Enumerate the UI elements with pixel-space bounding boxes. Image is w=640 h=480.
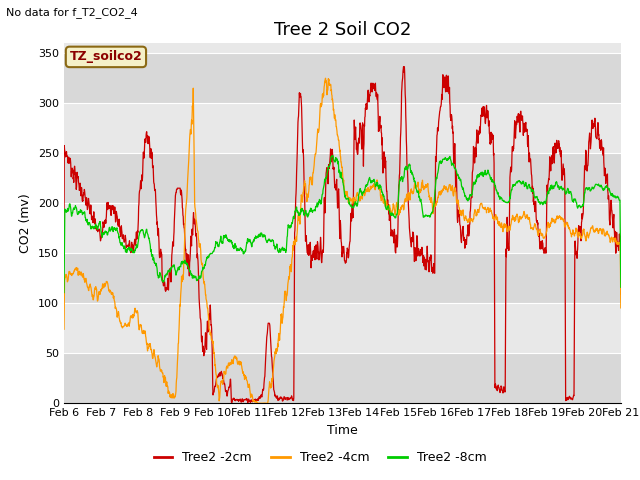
Tree2 -2cm xyxy=(400,64,408,70)
Tree2 -8cm xyxy=(499,198,506,204)
Tree2 -4cm xyxy=(316,102,324,108)
Tree2 -2cm xyxy=(331,181,339,187)
Text: No data for f_T2_CO2_4: No data for f_T2_CO2_4 xyxy=(6,7,138,18)
Legend: Tree2 -2cm, Tree2 -4cm, Tree2 -8cm: Tree2 -2cm, Tree2 -4cm, Tree2 -8cm xyxy=(148,446,492,469)
Bar xyxy=(64,103,621,153)
Tree2 -2cm xyxy=(602,171,609,177)
Tree2 -4cm xyxy=(60,326,68,332)
Tree2 -2cm xyxy=(88,216,96,222)
Tree2 -2cm xyxy=(60,227,68,233)
Tree2 -4cm xyxy=(253,400,261,406)
X-axis label: Time: Time xyxy=(327,424,358,437)
Tree2 -8cm xyxy=(60,290,68,296)
Tree2 -4cm xyxy=(332,118,339,123)
Tree2 -8cm xyxy=(601,186,609,192)
Tree2 -4cm xyxy=(617,305,625,311)
Line: Tree2 -2cm: Tree2 -2cm xyxy=(64,67,621,403)
Tree2 -4cm xyxy=(602,233,609,239)
Text: TZ_soilco2: TZ_soilco2 xyxy=(70,50,142,63)
Tree2 -8cm xyxy=(329,153,337,159)
Tree2 -2cm xyxy=(601,165,609,171)
Line: Tree2 -8cm: Tree2 -8cm xyxy=(64,156,621,293)
Bar xyxy=(64,353,621,403)
Tree2 -2cm xyxy=(316,240,324,246)
Title: Tree 2 Soil CO2: Tree 2 Soil CO2 xyxy=(274,21,411,39)
Bar xyxy=(64,153,621,203)
Tree2 -2cm xyxy=(617,291,625,297)
Line: Tree2 -4cm: Tree2 -4cm xyxy=(64,78,621,403)
Tree2 -8cm xyxy=(316,197,324,203)
Tree2 -8cm xyxy=(88,223,96,229)
Bar xyxy=(64,253,621,303)
Tree2 -4cm xyxy=(499,229,507,235)
Tree2 -8cm xyxy=(331,159,339,165)
Tree2 -2cm xyxy=(228,400,236,406)
Bar xyxy=(64,53,621,103)
Y-axis label: CO2 (mv): CO2 (mv) xyxy=(19,193,33,253)
Bar xyxy=(64,203,621,253)
Tree2 -4cm xyxy=(322,75,330,81)
Tree2 -4cm xyxy=(601,233,609,239)
Tree2 -8cm xyxy=(617,284,625,290)
Bar xyxy=(64,303,621,353)
Tree2 -8cm xyxy=(601,186,609,192)
Tree2 -4cm xyxy=(88,294,96,300)
Tree2 -2cm xyxy=(499,390,507,396)
